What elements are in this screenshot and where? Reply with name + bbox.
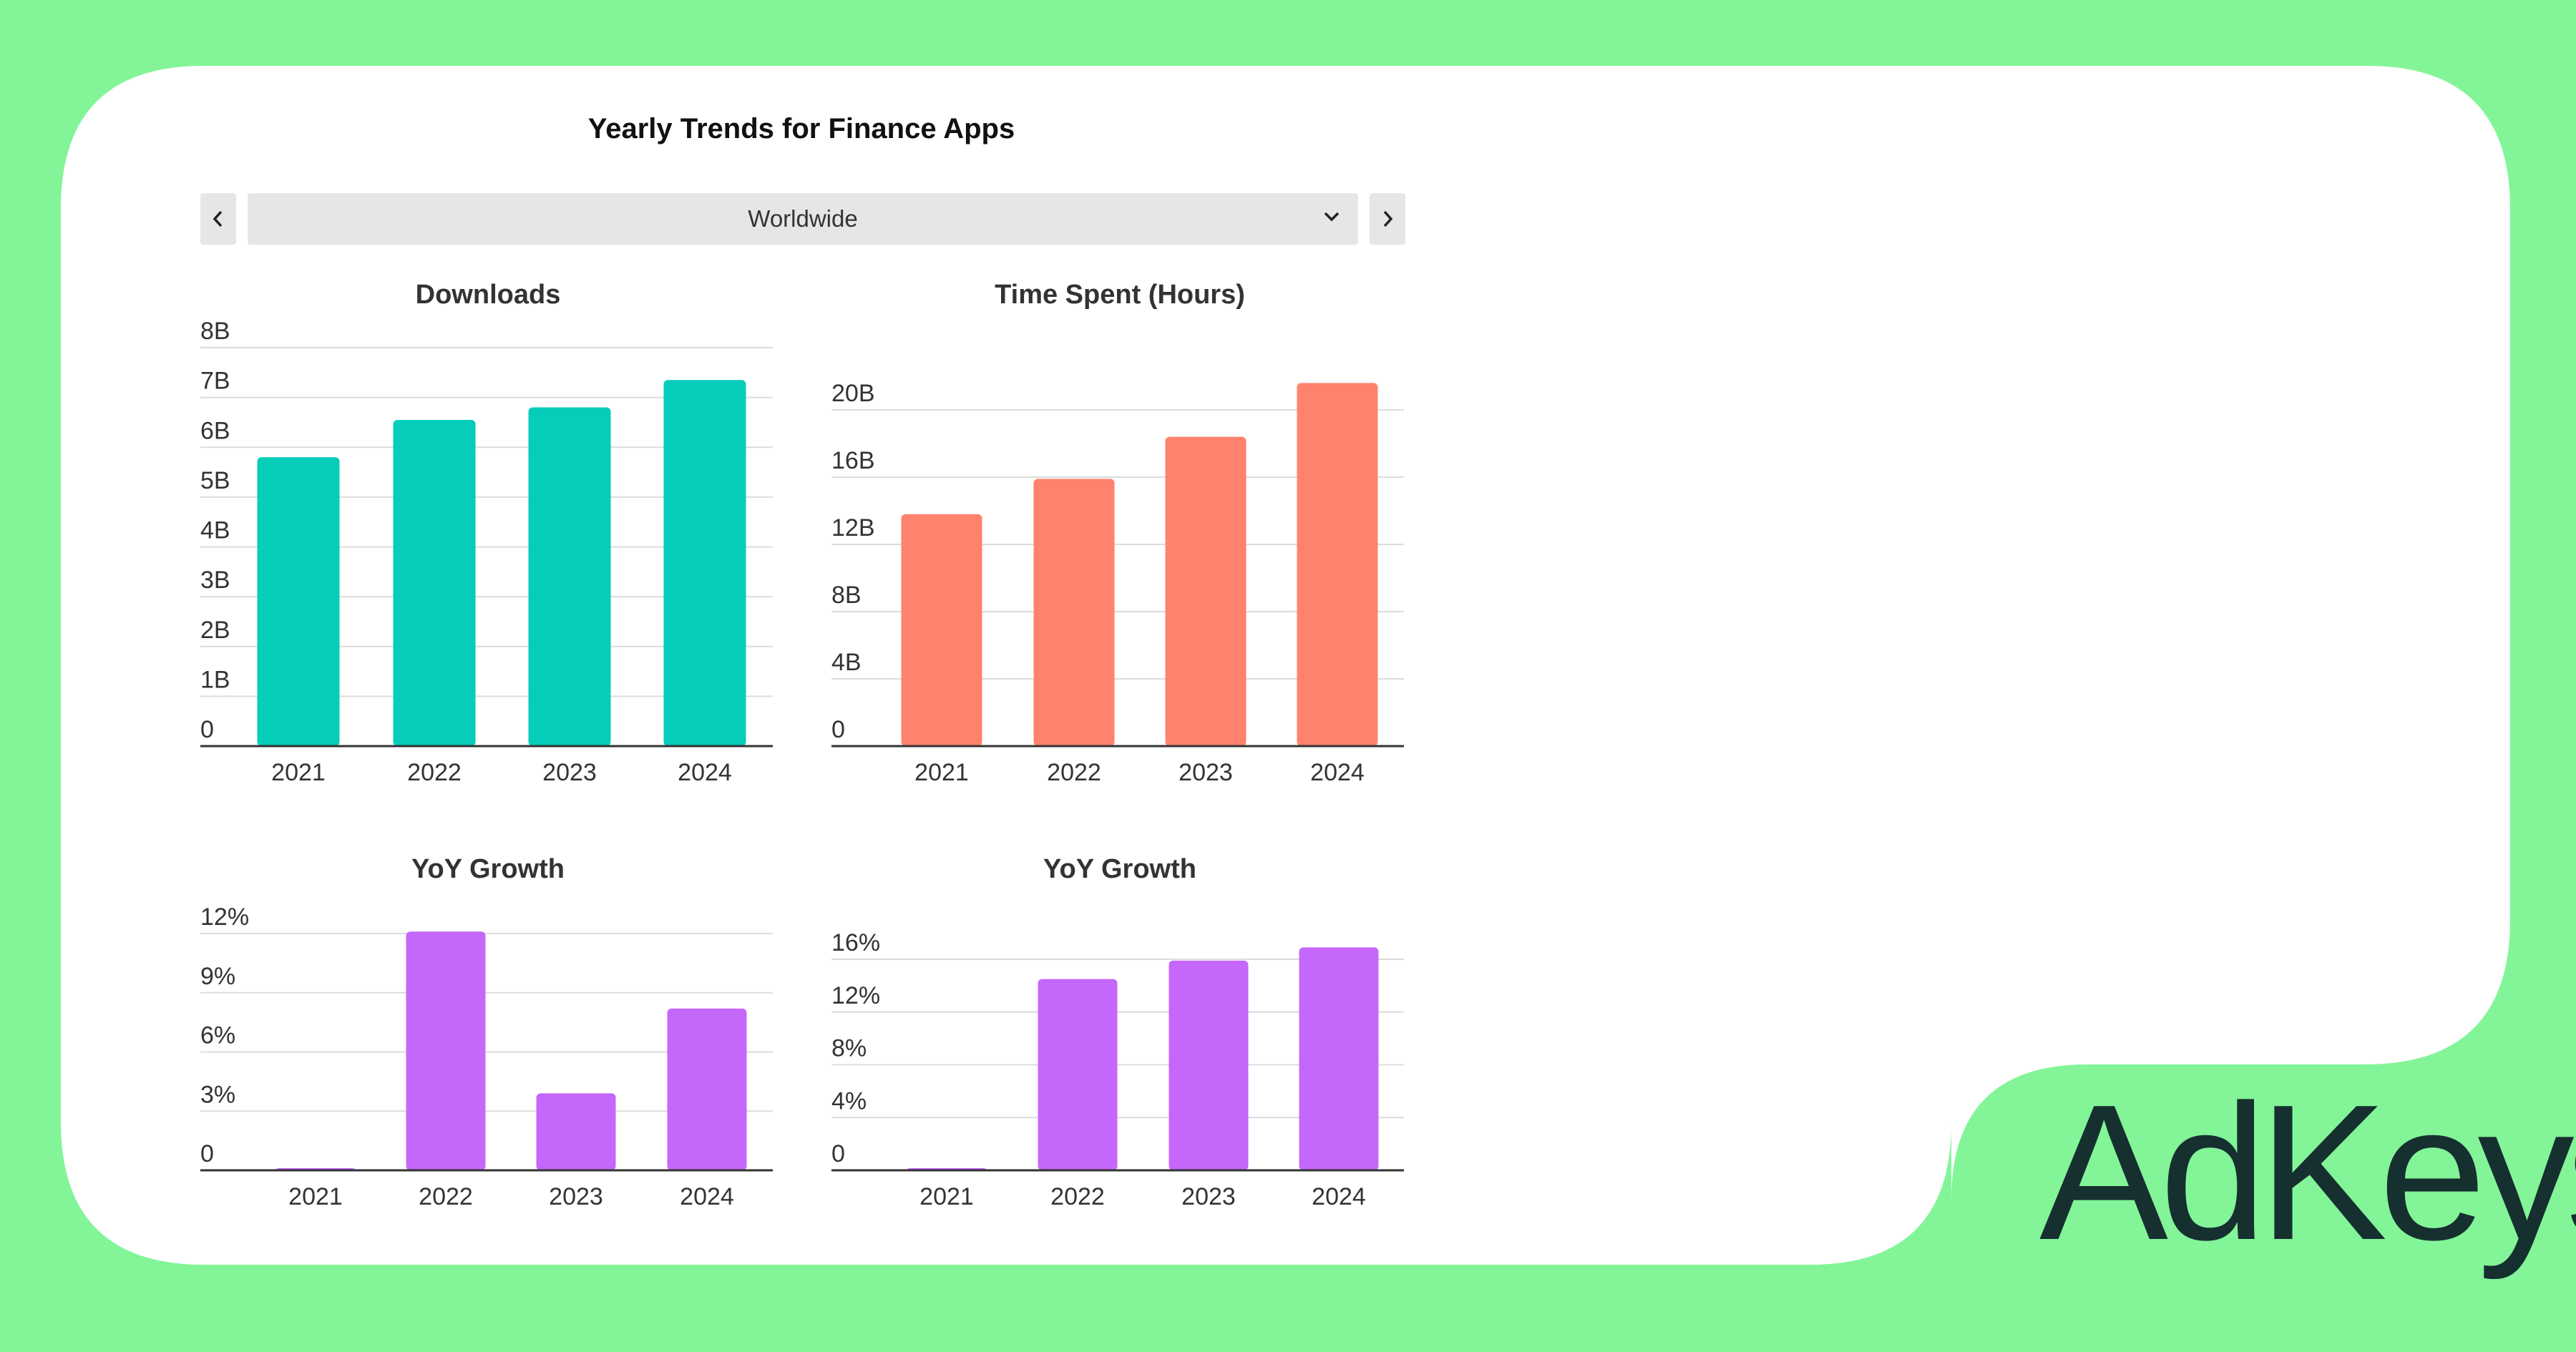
bar [663,380,746,746]
y-tick-label: 7B [200,368,230,395]
y-tick-label: 4B [200,517,230,544]
y-tick-label: 6% [200,1022,235,1049]
card-background [61,66,2510,1265]
chevron-down-icon [1324,212,1340,222]
bar [1299,947,1379,1170]
x-tick-label: 2022 [407,759,462,786]
y-tick-label: 0 [200,716,214,743]
bar [1165,436,1246,746]
x-tick-label: 2021 [288,1183,343,1210]
y-tick-label: 8% [831,1035,867,1062]
x-tick-label: 2024 [680,1183,734,1210]
y-tick-label: 20B [831,380,875,407]
y-tick-label: 1B [200,666,230,693]
bar [1169,960,1249,1170]
y-tick-label: 0 [200,1140,214,1167]
chart-1: Downloads 0 1B 2B 3B 4B 5B 6B 7B 8B 2021 2022 2023 20… [200,280,773,786]
y-tick-label: 0 [831,1140,845,1167]
y-tick-label: 4% [831,1087,867,1115]
x-tick-label: 2023 [1181,1183,1236,1210]
x-tick-label: 2024 [1310,759,1365,786]
y-tick-label: 8B [831,582,862,609]
chart-title: Time Spent (Hours) [995,280,1245,310]
y-tick-label: 4B [831,649,862,676]
y-tick-label: 12% [831,982,880,1009]
bar [393,419,476,746]
chart-title: YoY Growth [411,854,565,884]
x-tick-label: 2024 [678,759,732,786]
bar [1038,979,1118,1170]
y-tick-label: 8B [200,318,230,345]
bar [257,457,340,746]
chart-title: YoY Growth [1043,854,1196,884]
bar [901,514,982,746]
y-tick-label: 12B [831,514,875,542]
chart-title: Downloads [416,280,561,310]
x-tick-label: 2021 [271,759,326,786]
x-tick-label: 2022 [1050,1183,1105,1210]
x-tick-label: 2021 [914,759,969,786]
chevron-left-icon [213,210,223,227]
bar [536,1093,616,1170]
panel-title: Yearly Trends for Finance Apps [587,113,1015,144]
y-tick-label: 5B [200,467,230,494]
y-tick-label: 12% [200,903,249,931]
x-tick-label: 2023 [549,1183,603,1210]
x-tick-label: 2023 [542,759,597,786]
bar [1297,383,1378,746]
x-tick-label: 2021 [919,1183,974,1210]
bar [406,931,486,1170]
y-tick-label: 9% [200,963,235,990]
x-tick-label: 2024 [1312,1183,1366,1210]
x-tick-label: 2023 [1179,759,1233,786]
region-select[interactable]: Worldwide [248,193,1358,245]
chart-3: YoY Growth 0 3% 6% 9% 12% 2021 2022 2023 2024 [200,854,773,1210]
bar [667,1008,747,1170]
y-tick-label: 6B [200,417,230,444]
y-tick-label: 2B [200,617,230,644]
brand-logo: AdKeys [2039,1065,2576,1280]
prev-region-button[interactable] [200,193,236,245]
x-tick-label: 2022 [419,1183,473,1210]
region-select-value: Worldwide [748,205,858,232]
chevron-right-icon [1383,210,1393,227]
bar [1033,479,1115,746]
y-tick-label: 16% [831,929,880,956]
y-tick-label: 16B [831,447,875,474]
bar [528,407,611,746]
x-tick-label: 2022 [1047,759,1101,786]
y-tick-label: 0 [831,716,845,743]
y-tick-label: 3% [200,1081,235,1108]
next-region-button[interactable] [1370,193,1405,245]
chart-2: Time Spent (Hours) 0 4B 8B 12B 16B 20B 2021 2022… [831,280,1404,786]
y-tick-label: 3B [200,567,230,594]
chart-4: YoY Growth 0 4% 8% 12% 16% 2021 2022 2023 2024 [831,854,1404,1210]
